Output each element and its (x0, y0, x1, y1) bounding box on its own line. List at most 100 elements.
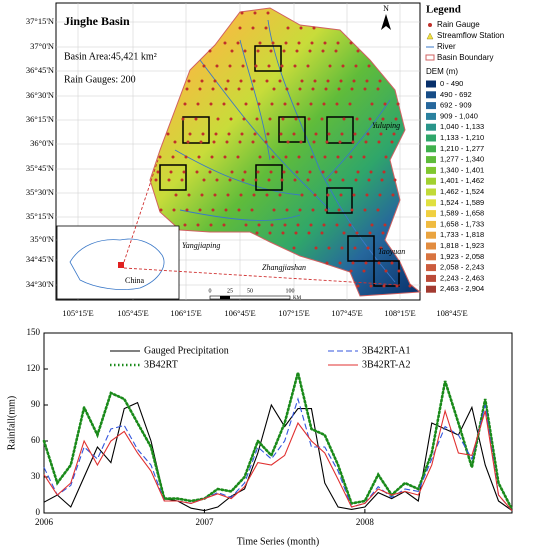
gauge-point (227, 132, 231, 136)
gauge-point (397, 269, 401, 273)
scale-label: 0 (209, 288, 212, 294)
gauge-point (342, 231, 346, 235)
gauge-point (369, 170, 373, 174)
legend-label: Gauged Precipitation (144, 345, 229, 356)
gauge-point (215, 178, 219, 182)
legend-label: 3B42RT-A2 (362, 359, 410, 370)
gauge-point (294, 231, 298, 235)
gauge-point (197, 155, 201, 159)
gauge-point (202, 64, 206, 68)
gauge-point (325, 140, 329, 144)
gauge-point (281, 231, 285, 235)
gauge-point (295, 49, 299, 53)
gauge-point (297, 41, 301, 45)
lat-label: 36°15'N (26, 114, 54, 124)
north-arrow (381, 14, 391, 30)
dem-swatch (426, 80, 436, 88)
gauge-point (272, 208, 276, 212)
gauge-point (212, 140, 216, 144)
gauge-point (328, 178, 332, 182)
gauge-point (209, 102, 213, 106)
gauge-point (279, 132, 283, 136)
gauge-point (324, 208, 328, 212)
y-axis-label: Rainfall(mm) (6, 396, 17, 450)
gauge-point (362, 269, 366, 273)
dem-swatch (426, 177, 436, 185)
gauge-point (250, 208, 254, 212)
gauge-point (208, 49, 212, 53)
gauge-point (364, 140, 368, 144)
lon-label: 105°15'E (62, 308, 93, 318)
lon-label: 106°45'E (224, 308, 255, 318)
gauge-point (237, 87, 241, 91)
gauge-point (353, 246, 357, 250)
dem-label: 1,401 - 1,462 (440, 176, 484, 185)
lat-label: 35°0'N (30, 234, 54, 244)
gauge-point (292, 246, 296, 250)
gauge-point (271, 155, 275, 159)
gauge-point (310, 41, 314, 45)
gauge-point (187, 193, 191, 197)
dem-label: 2,463 - 2,904 (440, 284, 484, 293)
gauge-point (215, 64, 219, 68)
gauge-point (298, 87, 302, 91)
lat-label: 34°30'N (26, 279, 54, 289)
dem-swatch (426, 210, 436, 218)
gauge-point (321, 170, 325, 174)
y-tick-label: 60 (31, 435, 41, 445)
gauge-point (322, 223, 326, 227)
legend-label: Rain Gauge (437, 20, 480, 29)
gauge-point (159, 208, 163, 212)
legend-label: Basin Boundary (437, 53, 493, 62)
place-label: Yangjiaping (182, 241, 220, 250)
study-grids (159, 45, 400, 287)
gauge-point (336, 41, 340, 45)
gauge-point (256, 170, 260, 174)
gauge-point (308, 49, 312, 53)
gauge-point (226, 79, 230, 83)
gauge-point (300, 79, 304, 83)
dem-label: 1,658 - 1,733 (440, 219, 484, 228)
gauge-point (283, 102, 287, 106)
series-line (42, 372, 514, 511)
gauge-point (299, 26, 303, 30)
gauge-point (327, 246, 331, 250)
gauge-point (349, 269, 353, 273)
gauge-point (395, 284, 399, 288)
gauge-point (172, 208, 176, 212)
scale-unit: KM (293, 296, 302, 301)
y-tick-label: 120 (27, 363, 41, 373)
inset-china (69, 238, 165, 290)
gauge-point (251, 140, 255, 144)
dem-label: 1,733 - 1,818 (440, 230, 484, 239)
place-label: Taoyuan (378, 247, 405, 256)
gauge-point (353, 132, 357, 136)
gauge-point (265, 79, 269, 83)
gauge-point (393, 178, 397, 182)
gauge-point (228, 64, 232, 68)
gauge-point (284, 41, 288, 45)
gauge-point (327, 132, 331, 136)
gauge-point (285, 208, 289, 212)
gauge-point (156, 170, 160, 174)
gauge-point (320, 117, 324, 121)
gauge-point (293, 178, 297, 182)
gauge-point (365, 193, 369, 197)
legend-label: River (437, 42, 456, 51)
gauge-point (216, 117, 220, 121)
gauge-point (272, 87, 276, 91)
legend-label: 3B42RT-A1 (362, 345, 410, 356)
gauge-point (173, 140, 177, 144)
gauge-point (307, 231, 311, 235)
gauge-point (396, 102, 400, 106)
north-label: N (383, 4, 389, 13)
lat-label: 36°45'N (26, 65, 54, 75)
gauge-point (351, 140, 355, 144)
gauge-point (198, 87, 202, 91)
gauge-point (278, 79, 282, 83)
gauge-point (340, 246, 344, 250)
gauge-point (309, 223, 313, 227)
gauge-point (158, 155, 162, 159)
gauge-point (384, 155, 388, 159)
gauge-count: Rain Gauges: 200 (64, 74, 136, 85)
